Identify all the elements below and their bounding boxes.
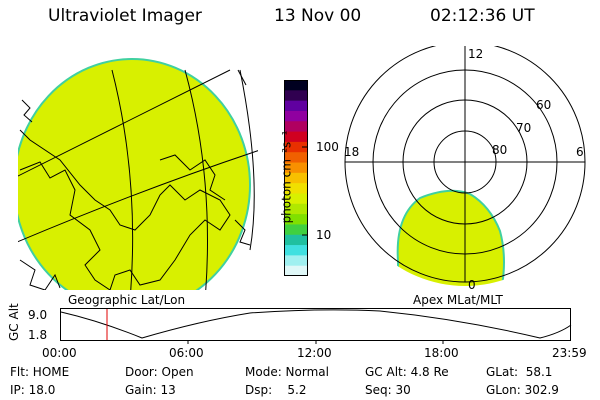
colorbar-segment xyxy=(284,245,308,256)
timeline-x-tick-2359: 23:59 xyxy=(552,346,587,360)
colorbar-segment xyxy=(284,224,308,236)
meridian-line xyxy=(111,69,134,290)
colorbar-segment xyxy=(284,214,308,225)
uv-emission-region-polar xyxy=(396,189,505,286)
status-door: Door: Open xyxy=(125,365,194,379)
status-gcalt: GC Alt: 4.8 Re xyxy=(365,365,449,379)
timeline-x-tick-1200: 12:00 xyxy=(297,346,332,360)
timeline-x-tick-0000: 00:00 xyxy=(42,346,77,360)
colorbar-unit-label: photon cm⁻²s⁻¹ xyxy=(279,130,294,224)
colorbar-segment xyxy=(284,90,308,102)
colorbar-segment xyxy=(284,121,308,133)
colorbar-segment xyxy=(284,183,308,194)
orbit-timeline: GC Alt 9.0 1.8 00:00 06:00 12:00 18:00 2… xyxy=(7,303,587,360)
uv-emission-region xyxy=(18,58,251,290)
mlt-label-12: 12 xyxy=(468,47,483,61)
latitude-line xyxy=(18,150,258,243)
lat-label-80: 80 xyxy=(492,143,507,157)
colorbar-segment xyxy=(284,255,308,267)
polar-panel-label: Apex MLat/MLT xyxy=(413,293,503,307)
colorbar-segment xyxy=(284,203,308,215)
colorbar-segment xyxy=(284,141,308,153)
status-mode: Mode: Normal xyxy=(245,365,329,379)
colorbar-segment xyxy=(284,131,308,143)
colorbar-segment xyxy=(284,80,308,91)
status-seq: Seq: 30 xyxy=(365,383,411,397)
colorbar-segment xyxy=(284,265,308,276)
meridian-line xyxy=(239,69,255,251)
lat-label-60: 60 xyxy=(536,98,551,112)
timeline-y-label: GC Alt xyxy=(7,303,21,341)
colorbar-tick-label-100: 100 xyxy=(316,140,339,154)
colorbar-segment xyxy=(284,172,308,184)
colorbar-segment xyxy=(284,110,308,122)
colorbar-segment xyxy=(284,193,308,205)
geographic-map xyxy=(18,58,258,290)
status-ip: IP: 18.0 xyxy=(10,383,56,397)
colorbar-segment xyxy=(284,162,308,174)
coastline xyxy=(21,99,33,123)
observation-time: 02:12:36 UT xyxy=(430,6,535,26)
status-flt: Flt: HOME xyxy=(10,365,70,379)
status-glon: GLon: 302.9 xyxy=(486,383,559,397)
polar-mlt-plot: 12 18 6 0 60 70 80 xyxy=(344,46,586,292)
timeline-x-tick-0600: 06:00 xyxy=(169,346,204,360)
instrument-title: Ultraviolet Imager xyxy=(48,6,202,26)
coastline xyxy=(234,219,251,246)
intensity-colorbar xyxy=(284,80,308,276)
timeline-y-tick-high: 9.0 xyxy=(28,308,47,322)
status-gain: Gain: 13 xyxy=(125,383,176,397)
geographic-panel-label: Geographic Lat/Lon xyxy=(68,293,186,307)
status-dsp: Dsp: 5.2 xyxy=(245,383,307,397)
coastline xyxy=(19,259,61,290)
colorbar-segment xyxy=(284,152,308,164)
mlt-label-6: 6 xyxy=(576,145,584,159)
coastline xyxy=(237,69,247,86)
coastline xyxy=(19,129,231,290)
observation-date: 13 Nov 00 xyxy=(274,6,362,26)
mlt-label-0: 0 xyxy=(468,278,476,292)
mlt-label-18: 18 xyxy=(344,145,359,159)
timeline-y-tick-low: 1.8 xyxy=(28,328,47,342)
colorbar-segment xyxy=(284,100,308,112)
altitude-curve xyxy=(60,309,572,339)
colorbar-tick-label-10: 10 xyxy=(316,228,332,242)
lat-label-70: 70 xyxy=(516,121,531,135)
meridian-line xyxy=(184,69,208,290)
colorbar-segment xyxy=(284,234,308,246)
coastline xyxy=(159,154,226,201)
latitude-line xyxy=(18,69,231,177)
status-glat: GLat: 58.1 xyxy=(486,365,553,379)
timeline-x-tick-1800: 18:00 xyxy=(424,346,459,360)
